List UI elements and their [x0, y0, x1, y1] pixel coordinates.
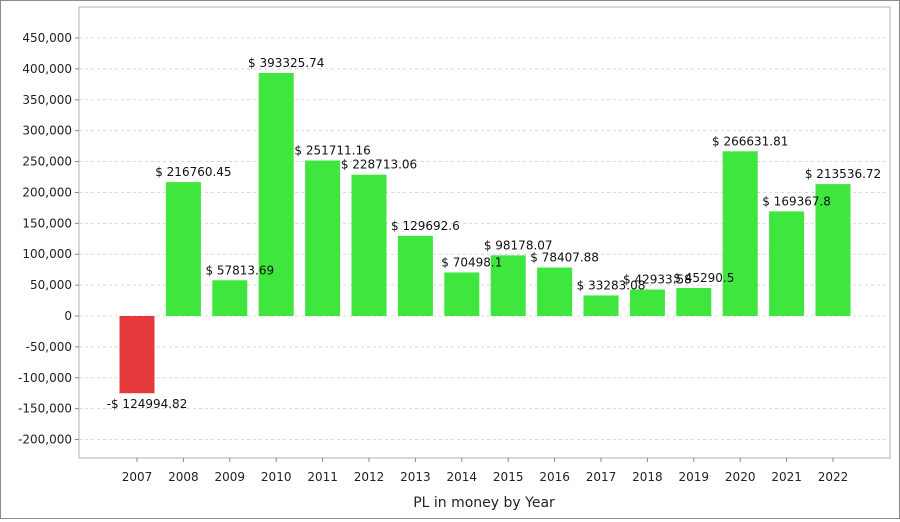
y-tick-label: 200,000: [22, 185, 72, 199]
bar: [397, 235, 433, 316]
bar: [815, 184, 851, 316]
x-tick-label: 2008: [168, 470, 199, 484]
x-axis: 2007 2008 2009 2010 2011 2012 2013 2014 2015 2016…: [122, 458, 849, 484]
data-labels: -$ 124994.82 $ 216760.45 $ 57813.69 $ 39332…: [107, 56, 882, 411]
data-label: $ 228713.06: [341, 158, 417, 172]
data-label: $ 70498.1: [441, 255, 502, 269]
bar: [537, 267, 573, 316]
y-tick-label: 300,000: [22, 124, 72, 138]
bar: [212, 280, 248, 316]
y-tick-label: 450,000: [22, 31, 72, 45]
x-tick-label: 2013: [400, 470, 431, 484]
data-label: $ 213536.72: [805, 167, 881, 181]
bar: [444, 272, 480, 316]
x-tick-label: 2007: [122, 470, 153, 484]
data-label: $ 45290.5: [673, 271, 734, 285]
x-tick-label: 2011: [307, 470, 338, 484]
bar: [583, 295, 619, 316]
data-label: $ 393325.74: [248, 56, 324, 70]
bar: [722, 151, 758, 316]
data-label: -$ 124994.82: [107, 397, 188, 411]
x-tick-label: 2016: [539, 470, 570, 484]
x-tick-label: 2018: [632, 470, 663, 484]
data-label: $ 251711.16: [294, 143, 370, 157]
x-tick-label: 2014: [447, 470, 478, 484]
x-tick-label: 2012: [354, 470, 385, 484]
x-tick-label: 2020: [725, 470, 756, 484]
x-tick-label: 2010: [261, 470, 292, 484]
y-tick-label: 250,000: [22, 155, 72, 169]
bar: [305, 160, 341, 316]
x-tick-label: 2022: [818, 470, 849, 484]
y-tick-label: 350,000: [22, 93, 72, 107]
bar: [119, 316, 155, 394]
x-tick-label: 2017: [586, 470, 617, 484]
data-label: $ 169367.8: [762, 194, 831, 208]
bar: [490, 255, 526, 316]
data-label: $ 42933.58: [623, 272, 692, 286]
y-axis: -200,000 -150,000 -100,000 -50,000 0 50,000 10…: [18, 31, 79, 447]
y-tick-label: -100,000: [18, 371, 72, 385]
data-label: $ 216760.45: [155, 165, 231, 179]
bar: [676, 288, 712, 316]
bars: [119, 73, 851, 394]
x-axis-label: PL in money by Year: [413, 495, 555, 511]
x-tick-label: 2009: [215, 470, 246, 484]
y-tick-label: 0: [64, 309, 72, 323]
y-tick-label: -150,000: [18, 402, 72, 416]
y-tick-label: 100,000: [22, 247, 72, 261]
y-tick-label: 150,000: [22, 216, 72, 230]
x-tick-label: 2019: [679, 470, 710, 484]
data-label: $ 57813.69: [205, 263, 274, 277]
x-tick-label: 2021: [771, 470, 802, 484]
y-tick-label: 400,000: [22, 62, 72, 76]
y-tick-label: -50,000: [26, 340, 72, 354]
data-label: $ 129692.6: [391, 219, 460, 233]
data-label: $ 78407.88: [530, 251, 599, 265]
y-tick-label: 50,000: [30, 278, 72, 292]
y-tick-label: -200,000: [18, 433, 72, 447]
data-label: $ 266631.81: [712, 134, 788, 148]
bar: [769, 211, 805, 316]
bar: [351, 174, 387, 316]
data-label: $ 33283.08: [577, 278, 646, 292]
data-label: $ 98178.07: [484, 238, 553, 252]
x-tick-label: 2015: [493, 470, 524, 484]
bar: [165, 182, 201, 316]
bar: [258, 73, 294, 316]
bar: [629, 289, 665, 316]
